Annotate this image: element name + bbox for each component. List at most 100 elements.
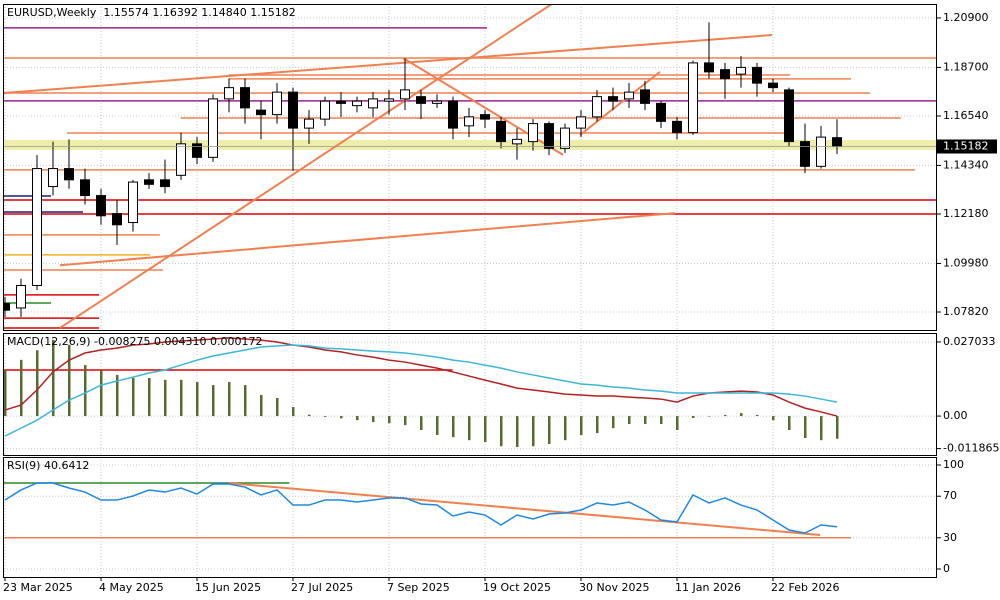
- candle-body: [496, 120, 506, 143]
- histogram-bar: [596, 416, 599, 434]
- histogram-bar: [212, 385, 215, 417]
- histogram-bar: [532, 416, 535, 447]
- candle-body: [640, 89, 650, 104]
- histogram-bar: [564, 416, 567, 441]
- histogram-bar: [644, 416, 647, 425]
- candle-body: [192, 143, 202, 158]
- candle-body: [416, 96, 426, 104]
- histogram-bar: [68, 344, 71, 417]
- y-tick-label: 100: [943, 458, 964, 471]
- indicator-line: [4, 344, 838, 437]
- histogram-bar: [708, 416, 711, 417]
- y-tick-label: 0.027033: [943, 335, 996, 348]
- histogram-bar: [388, 416, 391, 424]
- y-tick-label: 0.00: [943, 409, 968, 422]
- y-tick-label: -0.011865: [943, 442, 999, 455]
- candle-body: [368, 98, 378, 109]
- candle-body: [336, 100, 346, 104]
- trend-line: [4, 34, 773, 94]
- y-tick-label: 1.14340: [943, 158, 989, 171]
- candle-body: [432, 100, 442, 104]
- candle-body: [672, 120, 682, 134]
- histogram-bar: [260, 394, 263, 417]
- candle-body: [144, 179, 154, 185]
- panel: [4, 334, 936, 455]
- histogram-bar: [692, 416, 695, 418]
- histogram-bar: [404, 416, 407, 426]
- candle-body: [512, 138, 522, 145]
- histogram-bar: [164, 379, 167, 417]
- candle-body: [96, 195, 106, 217]
- candle-body: [320, 100, 330, 120]
- candle-body: [816, 136, 826, 167]
- histogram-bar: [276, 397, 279, 417]
- candle-body: [576, 116, 586, 129]
- candle-body: [832, 137, 842, 147]
- candle-body: [112, 213, 122, 226]
- histogram-bar: [628, 416, 631, 425]
- candle-body: [752, 66, 762, 84]
- y-tick-label: 70: [943, 489, 957, 502]
- candle-body: [352, 100, 362, 107]
- x-tick-label: 7 Sep 2025: [387, 581, 450, 594]
- histogram-bar: [324, 416, 327, 417]
- histogram-bar: [548, 416, 551, 445]
- histogram-bar: [116, 374, 119, 417]
- candle-body: [256, 109, 266, 116]
- candle-body: [400, 89, 410, 100]
- histogram-bar: [820, 416, 823, 441]
- price-tag: [937, 139, 997, 154]
- x-tick-label: 23 Mar 2025: [3, 581, 73, 594]
- indicator-line: [4, 482, 838, 534]
- trend-line: [579, 71, 661, 136]
- histogram-bar: [580, 416, 583, 435]
- candle-body: [224, 87, 234, 100]
- y-tick-label: 30: [943, 531, 957, 544]
- histogram-bar: [4, 370, 7, 417]
- x-tick-label: 30 Nov 2025: [579, 581, 649, 594]
- candle-body: [304, 118, 314, 129]
- histogram-bar: [84, 365, 87, 417]
- candle-body: [768, 82, 778, 89]
- x-tick-label: 15 Jun 2025: [195, 581, 261, 594]
- histogram-bar: [452, 416, 455, 438]
- trend-line: [59, 212, 676, 267]
- histogram-bar: [756, 414, 759, 417]
- candle-body: [528, 123, 538, 143]
- candle-body: [128, 181, 138, 224]
- y-tick-label: 1.12180: [943, 207, 989, 220]
- histogram-bar: [148, 377, 151, 417]
- y-tick-label: 1.18700: [943, 60, 989, 73]
- y-tick-label: 1.07820: [943, 305, 989, 318]
- candle-body: [704, 62, 714, 73]
- histogram-bar: [420, 416, 423, 431]
- price-panel-frame: [3, 4, 937, 331]
- histogram-bar: [228, 382, 231, 417]
- candle-body: [64, 168, 74, 181]
- histogram-bar: [20, 359, 23, 417]
- candle-body: [272, 91, 282, 116]
- candle-body: [560, 127, 570, 149]
- histogram-bar: [372, 416, 375, 423]
- candle-body: [720, 69, 730, 80]
- macd-panel-frame: [3, 333, 937, 456]
- histogram-bar: [292, 407, 295, 417]
- histogram-bar: [436, 416, 439, 435]
- histogram-bar: [772, 416, 775, 421]
- histogram-bar: [308, 414, 311, 417]
- histogram-bar: [484, 416, 487, 443]
- candle-body: [608, 96, 618, 102]
- histogram-bar: [788, 416, 791, 431]
- candle-body: [624, 91, 634, 100]
- panel-title: RSI(9) 40.6412: [7, 459, 89, 472]
- histogram-bar: [180, 379, 183, 417]
- candle-body: [208, 98, 218, 158]
- histogram-bar: [36, 350, 39, 417]
- candle-body: [800, 141, 810, 167]
- candle-body: [448, 100, 458, 129]
- y-tick-label: 1.20900: [943, 11, 989, 24]
- histogram-bar: [196, 382, 199, 417]
- candle-body: [80, 179, 90, 197]
- y-tick-label: 1.16540: [943, 109, 989, 122]
